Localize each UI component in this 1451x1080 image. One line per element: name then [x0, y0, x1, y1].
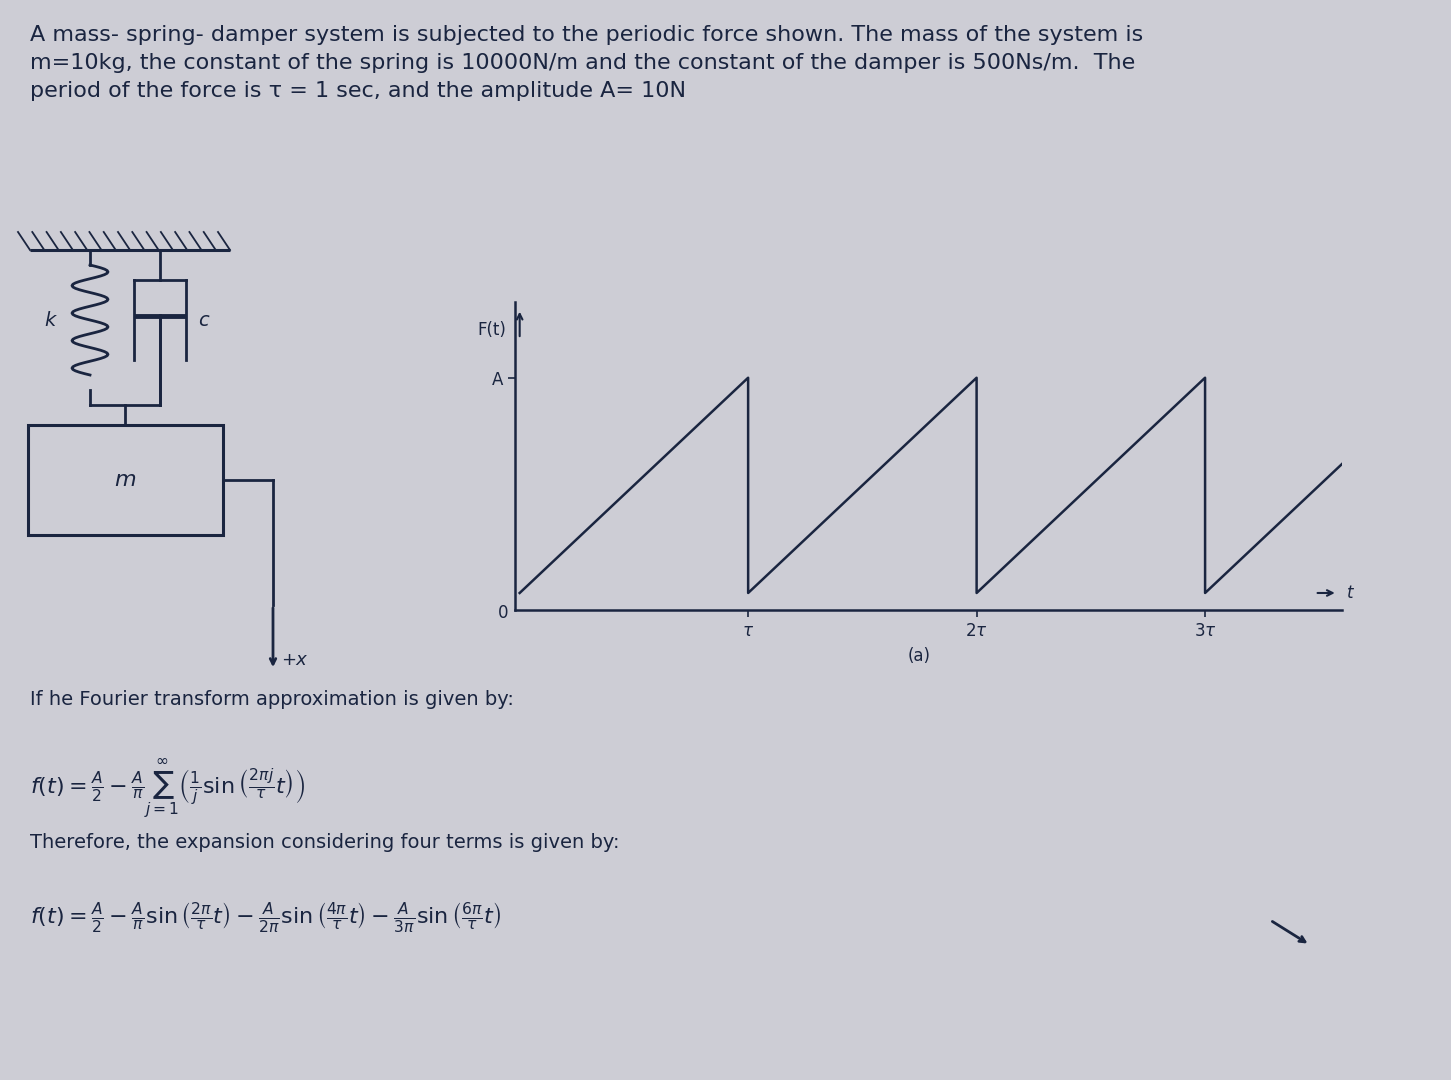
Text: $f(t) = \frac{A}{2} - \frac{A}{\pi}\sin\left(\frac{2\pi}{\tau}t\right) - \frac{A: $f(t) = \frac{A}{2} - \frac{A}{\pi}\sin\…: [30, 901, 501, 935]
Text: t: t: [1347, 584, 1354, 602]
Text: +x: +x: [281, 651, 306, 669]
Text: Therefore, the expansion considering four terms is given by:: Therefore, the expansion considering fou…: [30, 833, 620, 852]
Text: m: m: [115, 470, 136, 490]
Text: 0: 0: [498, 604, 508, 622]
Text: k: k: [45, 311, 55, 329]
Text: A mass- spring- damper system is subjected to the periodic force shown. The mass: A mass- spring- damper system is subject…: [30, 25, 1143, 102]
Text: $f(t) = \frac{A}{2} - \frac{A}{\pi} \sum_{j=1}^{\infty} \left(\frac{1}{j}\sin\le: $f(t) = \frac{A}{2} - \frac{A}{\pi} \sum…: [30, 758, 306, 821]
Text: F(t): F(t): [477, 322, 506, 339]
Text: If he Fourier transform approximation is given by:: If he Fourier transform approximation is…: [30, 690, 514, 708]
Text: (a): (a): [908, 647, 932, 665]
Text: c: c: [197, 311, 209, 329]
Bar: [28, 426, 223, 535]
